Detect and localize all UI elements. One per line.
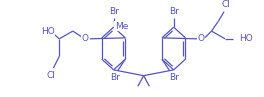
Text: HO: HO xyxy=(41,27,55,36)
Text: Me: Me xyxy=(115,22,128,31)
Text: Br: Br xyxy=(110,73,120,82)
Text: O: O xyxy=(82,34,89,43)
Text: Cl: Cl xyxy=(221,0,230,9)
Text: Cl: Cl xyxy=(46,71,55,80)
Text: HO: HO xyxy=(239,34,252,43)
Text: Br: Br xyxy=(169,7,179,16)
Text: O: O xyxy=(197,34,204,43)
Text: Br: Br xyxy=(169,73,178,82)
Text: Br: Br xyxy=(109,7,119,16)
